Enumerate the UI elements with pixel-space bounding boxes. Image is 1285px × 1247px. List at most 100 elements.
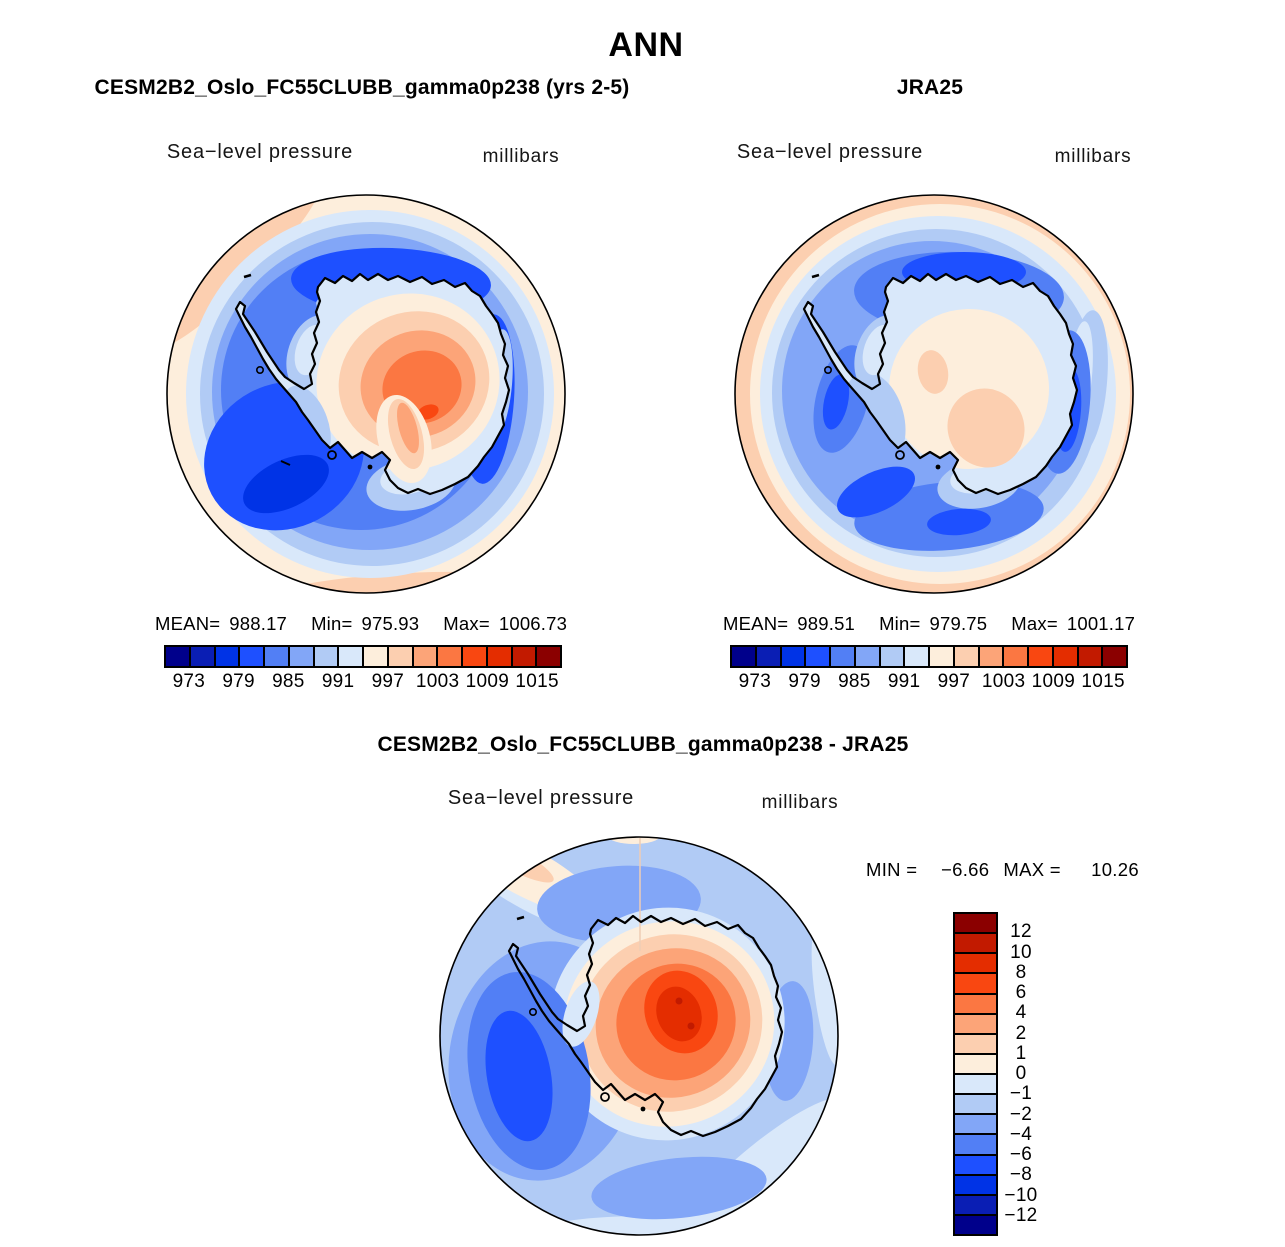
min-label: MIN = bbox=[866, 859, 918, 880]
colorbar-cell bbox=[461, 647, 486, 666]
colorbar-cell bbox=[955, 1213, 996, 1234]
colorbar-tick-label: 973 bbox=[172, 671, 206, 692]
colorbar-tick-label: −4 bbox=[1009, 1123, 1033, 1145]
colorbar-tick-label: −1 bbox=[1009, 1083, 1033, 1105]
colorbar-cell bbox=[1101, 647, 1126, 666]
colorbar-tick-label: 0 bbox=[1015, 1063, 1027, 1084]
colorbar-cell bbox=[411, 647, 437, 666]
colorbar-cell bbox=[1076, 647, 1102, 666]
colorbar-cell bbox=[955, 972, 996, 993]
mean-label: MEAN= bbox=[155, 613, 221, 634]
island-dot bbox=[935, 464, 941, 470]
colorbar-cell bbox=[485, 647, 511, 666]
colorbar-cell bbox=[955, 1133, 996, 1154]
obs-variable-label: Sea−level pressure bbox=[736, 141, 924, 163]
colorbar-cell bbox=[263, 647, 288, 666]
island-dot bbox=[367, 464, 373, 470]
colorbar-cell bbox=[955, 932, 996, 953]
max-value: 1006.73 bbox=[498, 613, 568, 634]
colorbar-cell bbox=[213, 647, 239, 666]
model-map-field bbox=[167, 195, 565, 593]
colorbar-cell bbox=[955, 1093, 996, 1114]
model-variable-label: Sea−level pressure bbox=[166, 141, 354, 163]
colorbar-tick-label: 1015 bbox=[515, 671, 559, 692]
diff-units-label: millibars bbox=[761, 792, 839, 813]
model-colorbar-ticks: 973 979 985 991 997 1003 1009 1015 bbox=[164, 671, 562, 695]
colorbar-tick-label: 979 bbox=[222, 671, 255, 692]
colorbar-tick-label: −10 bbox=[1004, 1184, 1038, 1206]
colorbar-cell bbox=[955, 914, 996, 933]
model-units-label: millibars bbox=[482, 146, 560, 167]
colorbar-cell bbox=[903, 647, 928, 666]
colorbar-cell bbox=[955, 1113, 996, 1134]
difference-map-field bbox=[440, 837, 838, 1235]
obs-map-field bbox=[735, 195, 1133, 593]
min-value: 979.75 bbox=[929, 613, 988, 634]
min-value: −6.66 bbox=[941, 859, 990, 880]
colorbar-tick-label: 991 bbox=[321, 671, 355, 692]
colorbar-cell bbox=[955, 1153, 996, 1174]
colorbar-tick-label: 1009 bbox=[465, 671, 510, 692]
colorbar-cell bbox=[804, 647, 829, 666]
colorbar-tick-label: 10 bbox=[1010, 941, 1032, 963]
obs-units-label: millibars bbox=[1054, 146, 1132, 167]
colorbar-cell bbox=[535, 647, 560, 666]
colorbar-cell bbox=[362, 647, 387, 666]
colorbar-cell bbox=[779, 647, 805, 666]
difference-map bbox=[439, 836, 839, 1236]
colorbar-tick-label: 1003 bbox=[981, 671, 1026, 692]
diff-panel-title: CESM2B2_Oslo_FC55CLUBB_gamma0p238 - JRA2… bbox=[377, 733, 909, 756]
min-label: Min= bbox=[311, 613, 353, 634]
colorbar-cell bbox=[955, 1173, 996, 1194]
model-colorbar bbox=[164, 645, 562, 668]
mean-value: 988.17 bbox=[229, 613, 288, 634]
colorbar-cell bbox=[754, 647, 780, 666]
diff-variable-label: Sea−level pressure bbox=[447, 787, 635, 809]
colorbar-cell bbox=[829, 647, 854, 666]
max-label: Max= bbox=[443, 613, 490, 634]
colorbar-tick-label: 1015 bbox=[1081, 671, 1125, 692]
max-value: 1001.17 bbox=[1066, 613, 1136, 634]
colorbar-cell bbox=[337, 647, 362, 666]
colorbar-tick-label: 12 bbox=[1010, 921, 1032, 943]
colorbar-cell bbox=[732, 647, 755, 666]
colorbar-cell bbox=[955, 992, 996, 1013]
max-label: MAX = bbox=[1003, 859, 1061, 880]
colorbar-cell bbox=[436, 647, 461, 666]
colorbar-tick-label: 985 bbox=[838, 671, 871, 692]
colorbar-cell bbox=[878, 647, 904, 666]
colorbar-tick-label: 979 bbox=[788, 671, 821, 692]
max-label: Max= bbox=[1011, 613, 1058, 634]
model-stats: MEAN= 988.17 Min= 975.93 Max= 1006.73 bbox=[155, 613, 567, 635]
colorbar-cell bbox=[1002, 647, 1027, 666]
model-panel-title: CESM2B2_Oslo_FC55CLUBB_gamma0p238 (yrs 2… bbox=[94, 76, 630, 99]
colorbar-cell bbox=[955, 1032, 996, 1053]
colorbar-cell bbox=[977, 647, 1003, 666]
diff-colorbar-ticks: 12 10 8 6 4 2 1 0 −1 −2 −4 −6 −8 −10 −12 bbox=[996, 912, 1046, 1236]
colorbar-tick-label: −8 bbox=[1009, 1164, 1033, 1186]
colorbar-tick-label: 2 bbox=[1015, 1022, 1027, 1044]
colorbar-tick-label: −12 bbox=[1004, 1204, 1038, 1226]
colorbar-tick-label: 6 bbox=[1015, 982, 1027, 1003]
colorbar-cell bbox=[386, 647, 412, 666]
colorbar-tick-label: 991 bbox=[887, 671, 921, 692]
obs-panel-title: JRA25 bbox=[896, 76, 964, 99]
colorbar-cell bbox=[955, 952, 996, 973]
colorbar-cell bbox=[287, 647, 313, 666]
colorbar-cell bbox=[955, 1193, 996, 1214]
colorbar-cell bbox=[166, 647, 189, 666]
colorbar-cell bbox=[955, 1012, 996, 1033]
colorbar-cell bbox=[312, 647, 338, 666]
obs-colorbar bbox=[730, 645, 1128, 668]
colorbar-tick-label: 1009 bbox=[1031, 671, 1076, 692]
colorbar-tick-label: 1003 bbox=[415, 671, 460, 692]
figure-title: ANN bbox=[608, 26, 684, 64]
obs-stats: MEAN= 989.51 Min= 979.75 Max= 1001.17 bbox=[723, 613, 1135, 635]
colorbar-tick-label: −6 bbox=[1009, 1144, 1033, 1165]
colorbar-tick-label: 997 bbox=[371, 671, 405, 692]
mean-value: 989.51 bbox=[797, 613, 856, 634]
colorbar-cell bbox=[928, 647, 953, 666]
obs-colorbar-ticks: 973 979 985 991 997 1003 1009 1015 bbox=[730, 671, 1128, 695]
map-outline-circle bbox=[439, 836, 839, 1236]
